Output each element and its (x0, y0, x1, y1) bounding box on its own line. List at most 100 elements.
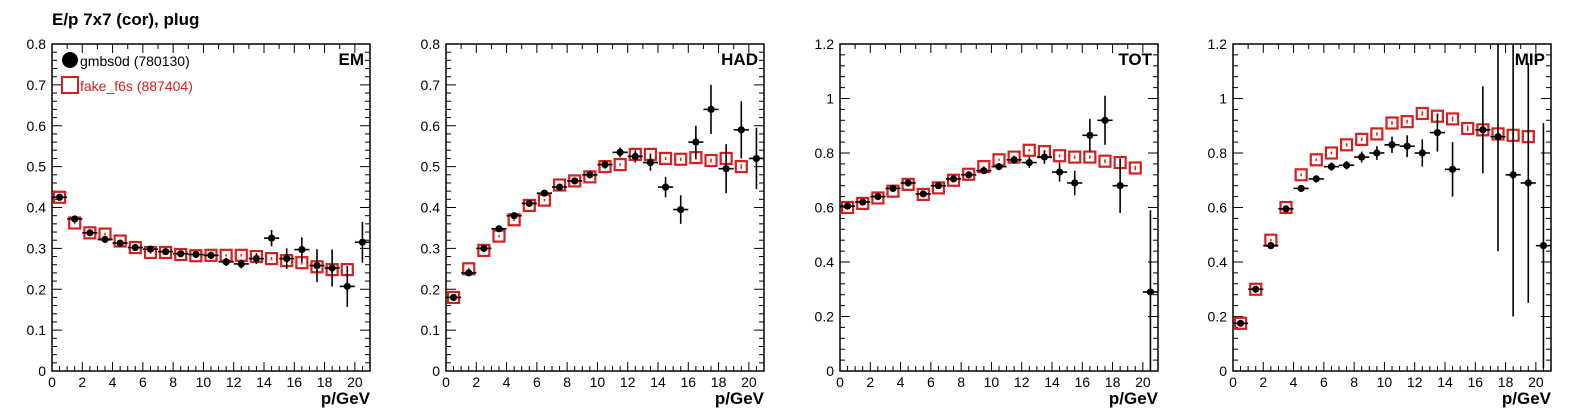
data-point-fake-f6s (871, 191, 885, 205)
x-tick-label: 18 (317, 374, 333, 390)
data-point-gmbs0d (540, 189, 549, 197)
x-tick-label: 2 (78, 374, 86, 390)
data-point-gmbs0d (980, 167, 988, 175)
plot-frame (445, 43, 765, 372)
x-tick-label: 16 (680, 374, 696, 390)
y-tick-label: 0.3 (27, 240, 47, 256)
data-point-fake-f6s (1294, 168, 1308, 182)
y-tick-label: 0.6 (815, 200, 835, 216)
panel-label: TOT (1118, 50, 1152, 69)
data-point-fake-f6s (658, 151, 673, 166)
data-point-fake-f6s (1324, 146, 1339, 160)
data-point-gmbs0d (1025, 158, 1033, 167)
data-point-gmbs0d (707, 105, 715, 113)
data-point-gmbs0d (313, 261, 321, 270)
data-point-gmbs0d (101, 235, 109, 243)
panel-label: MIP (1515, 50, 1545, 69)
x-tick-label: 0 (442, 374, 450, 390)
data-point-gmbs0d (222, 258, 230, 266)
data-point-fake-f6s (1128, 161, 1142, 175)
data-point-gmbs0d (1327, 163, 1336, 171)
data-point-gmbs0d (646, 158, 655, 167)
data-point-gmbs0d (677, 205, 685, 214)
data-point-fake-f6s (674, 152, 688, 166)
data-point-gmbs0d (616, 148, 624, 156)
data-point-fake-f6s (189, 249, 203, 263)
data-point-fake-f6s (901, 177, 915, 191)
x-axis-label: p/GeV (1502, 389, 1552, 408)
data-point-gmbs0d (1236, 319, 1245, 327)
chart-panel-mip: 0 2 4 6 8 10 12 14 16 18 20 0 0.2 0.4 0.6 0.8 1 1.2 p/GeV M… (1208, 36, 1552, 408)
data-point-gmbs0d (919, 190, 927, 198)
y-tick-label: 0.2 (1208, 309, 1228, 325)
chart-panel-had: 0 2 4 6 8 10 12 14 16 18 20 0 0.1 0.2 0.3 0.4 0.5 0.6 0.7 0… (421, 36, 765, 408)
y-tick-label: 0.6 (27, 118, 47, 134)
x-tick-label: 10 (196, 374, 212, 390)
y-tick-label: 0 (1219, 363, 1227, 379)
x-tick-label: 16 (1467, 374, 1483, 390)
x-tick-label: 10 (590, 374, 606, 390)
data-point-fake-f6s (734, 160, 748, 174)
x-tick-label: 8 (169, 374, 177, 390)
x-tick-label: 14 (1044, 374, 1060, 390)
data-point-gmbs0d (586, 171, 594, 179)
y-tick-label: 0.5 (421, 159, 441, 175)
data-point-gmbs0d (192, 250, 200, 259)
y-tick-label: 0.4 (421, 200, 441, 216)
data-point-gmbs0d (1433, 128, 1442, 137)
data-point-gmbs0d (859, 198, 867, 206)
data-point-gmbs0d (1494, 133, 1502, 141)
data-point-fake-f6s (1279, 200, 1293, 215)
data-point-gmbs0d (267, 234, 276, 242)
data-point-gmbs0d (116, 239, 124, 247)
y-tick-label: 0.6 (421, 118, 441, 134)
x-tick-label: 18 (711, 374, 727, 390)
y-tick-label: 1 (1219, 91, 1227, 107)
x-tick-label: 0 (1229, 374, 1237, 390)
data-point-gmbs0d (571, 177, 579, 185)
data-point-gmbs0d (480, 244, 488, 252)
data-point-gmbs0d (161, 248, 170, 256)
data-point-gmbs0d (252, 254, 261, 263)
data-point-gmbs0d (449, 293, 458, 302)
legend-marker-gmbs0d (62, 52, 78, 68)
chart-panel-tot: 0 2 4 6 8 10 12 14 16 18 20 0 0.2 0.4 0.6 0.8 1 1.2 p/GeV T… (815, 36, 1159, 408)
data-point-gmbs0d (1282, 205, 1290, 213)
x-tick-label: 16 (286, 374, 302, 390)
plot-frame (839, 43, 1159, 372)
data-point-gmbs0d (722, 165, 730, 173)
y-tick-label: 1 (826, 91, 834, 107)
data-point-gmbs0d (298, 246, 306, 254)
data-point-gmbs0d (889, 184, 897, 193)
y-tick-label: 0.7 (421, 77, 441, 93)
x-tick-label: 18 (1498, 374, 1514, 390)
x-axis-label: p/GeV (715, 389, 765, 408)
y-tick-label: 0.8 (815, 145, 835, 161)
data-point-fake-f6s (1098, 154, 1112, 168)
data-point-gmbs0d (1373, 149, 1381, 157)
y-tick-label: 0.2 (27, 281, 47, 297)
x-tick-label: 8 (563, 374, 571, 390)
data-point-gmbs0d (737, 126, 745, 134)
y-tick-label: 0.8 (27, 36, 47, 52)
data-point-gmbs0d (904, 179, 912, 187)
x-tick-label: 6 (927, 374, 935, 390)
y-tick-label: 0.6 (1208, 200, 1228, 216)
x-tick-label: 14 (1437, 374, 1453, 390)
data-point-gmbs0d (343, 282, 351, 290)
data-point-gmbs0d (1040, 153, 1049, 161)
data-point-fake-f6s (856, 196, 870, 211)
page-title: E/p 7x7 (cor), plug (52, 10, 200, 29)
data-point-gmbs0d (874, 193, 882, 201)
data-point-gmbs0d (1055, 168, 1064, 176)
data-point-fake-f6s (174, 247, 188, 262)
x-tick-label: 8 (957, 374, 965, 390)
data-point-gmbs0d (1388, 141, 1396, 149)
data-point-fake-f6s (1052, 149, 1067, 163)
y-tick-label: 0 (826, 363, 834, 379)
data-point-fake-f6s (1415, 106, 1429, 121)
y-tick-label: 0.1 (421, 322, 441, 338)
y-tick-label: 0.4 (27, 200, 47, 216)
x-tick-label: 20 (347, 374, 363, 390)
